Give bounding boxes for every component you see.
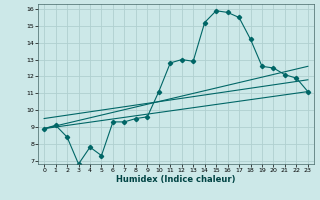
X-axis label: Humidex (Indice chaleur): Humidex (Indice chaleur) bbox=[116, 175, 236, 184]
